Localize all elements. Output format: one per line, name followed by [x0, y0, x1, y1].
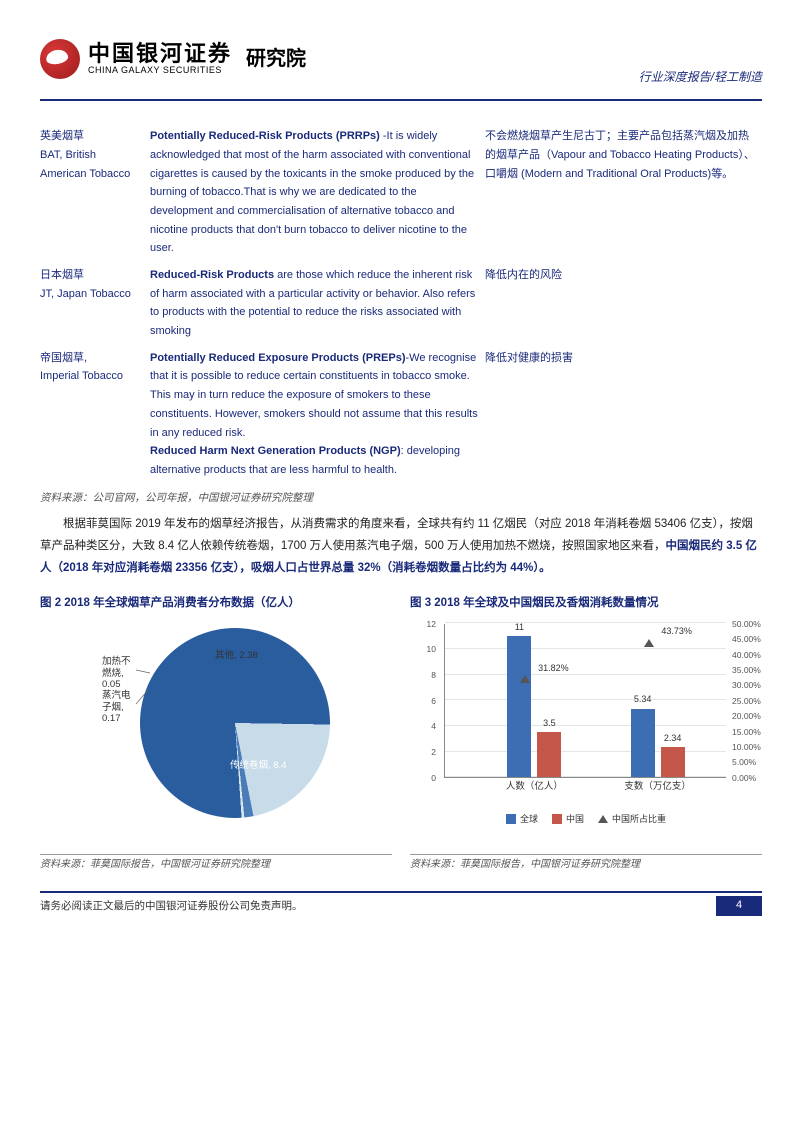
logo-cn: 中国银河证券 — [88, 42, 232, 66]
definitions-source: 资料来源：公司官网，公司年报，中国银河证券研究院整理 — [40, 490, 762, 507]
header-category: 行业深度报告/轻工制造 — [639, 30, 762, 87]
chart-pie-column: 图 2 2018 年全球烟草产品消费者分布数据（亿人） 传统卷烟, 8.4 其他,… — [40, 594, 392, 873]
footer: 请务必阅读正文最后的中国银河证券股份公司免责声明。 4 — [40, 896, 762, 916]
para-text: 根据菲莫国际 2019 年发布的烟草经济报告，从消费需求的角度来看，全球共有约 … — [40, 518, 753, 552]
bar-chart: 113.531.82%5.342.3443.73%0246810120.00%5… — [410, 618, 762, 828]
body-paragraph: 根据菲莫国际 2019 年发布的烟草经济报告，从消费需求的角度来看，全球共有约 … — [40, 514, 762, 580]
pie-slice-label: 蒸汽电子烟,0.17 — [102, 690, 131, 724]
table-cell: 日本烟草JT, Japan Tobacco — [40, 262, 150, 345]
header-rule — [40, 99, 762, 101]
pie-chart: 传统卷烟, 8.4 其他, 2.38 蒸汽电子烟,0.17加热不燃烧,0.05 — [40, 618, 392, 828]
pie-slice-label: 传统卷烟, 8.4 — [230, 760, 287, 771]
pie-slice-label: 其他, 2.38 — [215, 650, 258, 661]
page-number: 4 — [716, 896, 762, 916]
logo-text: 中国银河证券 CHINA GALAXY SECURITIES — [88, 42, 232, 76]
table-cell: 不会燃烧烟草产生尼古丁；主要产品包括蒸汽烟及加热的烟草产品（Vapour and… — [485, 123, 762, 262]
logo-suffix: 研究院 — [246, 43, 306, 75]
footer-rule — [40, 891, 762, 893]
chart-pie-source: 资料来源：菲莫国际报告，中国银河证券研究院整理 — [40, 854, 392, 873]
bar — [507, 636, 531, 777]
pie-slice-label: 加热不燃烧,0.05 — [102, 656, 131, 690]
table-cell: Potentially Reduced-Risk Products (PRRPs… — [150, 123, 485, 262]
logo-mark — [40, 39, 80, 79]
table-cell: Potentially Reduced Exposure Products (P… — [150, 345, 485, 484]
chart-bar-column: 图 3 2018 年全球及中国烟民及香烟消耗数量情况 113.531.82%5.… — [410, 594, 762, 873]
table-cell: Reduced-Risk Products are those which re… — [150, 262, 485, 345]
chart-legend: 全球中国中国所占比重 — [410, 812, 762, 826]
table-cell: 帝国烟草,Imperial Tobacco — [40, 345, 150, 484]
chart-pie-title: 图 2 2018 年全球烟草产品消费者分布数据（亿人） — [40, 594, 392, 612]
logo-en: CHINA GALAXY SECURITIES — [88, 66, 232, 76]
chart-bar-source: 资料来源：菲莫国际报告，中国银河证券研究院整理 — [410, 854, 762, 873]
table-cell: 降低内在的风险 — [485, 262, 762, 345]
bar — [661, 747, 685, 777]
bar — [537, 732, 561, 777]
definitions-table: 英美烟草BAT, British American TobaccoPotenti… — [40, 123, 762, 483]
table-cell: 降低对健康的损害 — [485, 345, 762, 484]
bar — [631, 709, 655, 778]
footer-disclaimer: 请务必阅读正文最后的中国银河证券股份公司免责声明。 — [40, 898, 303, 915]
report-header: 中国银河证券 CHINA GALAXY SECURITIES 研究院 行业深度报… — [40, 30, 762, 97]
chart-bar-title: 图 3 2018 年全球及中国烟民及香烟消耗数量情况 — [410, 594, 762, 612]
table-cell: 英美烟草BAT, British American Tobacco — [40, 123, 150, 262]
